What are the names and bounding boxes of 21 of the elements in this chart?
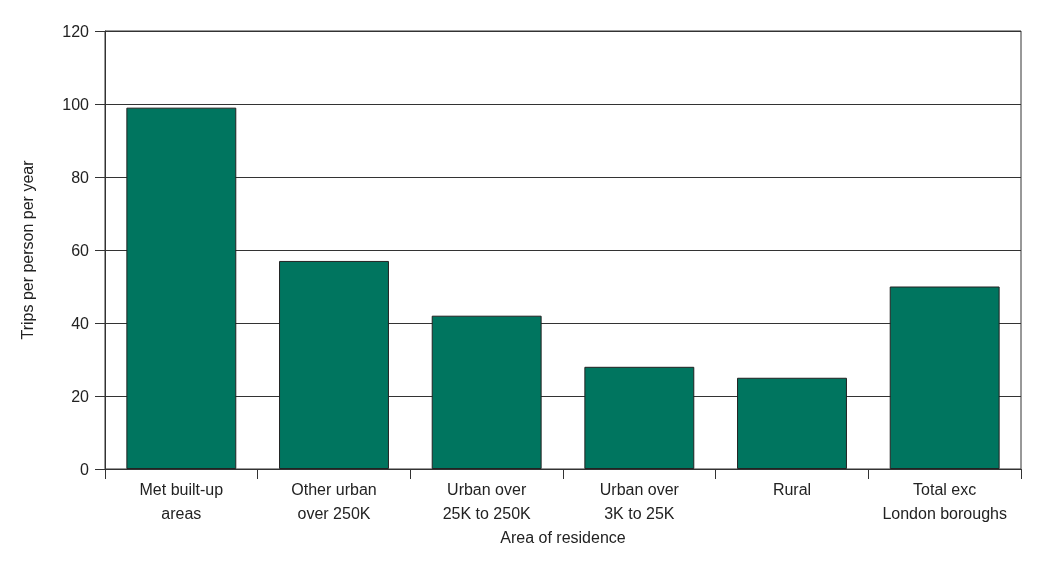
x-tick-label: Rural	[772, 480, 812, 498]
y-tick-label: 0	[80, 460, 90, 478]
y-tick-label: 80	[71, 168, 90, 186]
bar	[737, 377, 847, 469]
y-tick-label: 20	[71, 387, 90, 405]
x-tick-label: Urban over 3K to 25K	[599, 480, 680, 522]
x-tick-label: Met built-up areas	[139, 480, 224, 522]
y-tick-label: 60	[71, 241, 90, 259]
x-tick-label: Urban over 25K to 250K	[442, 480, 532, 522]
y-tick-label: 40	[71, 314, 90, 332]
bar	[279, 260, 389, 469]
bar	[431, 315, 542, 469]
x-tick-label: Other urban over 250K	[291, 480, 377, 522]
y-tick-label: 120	[62, 22, 90, 40]
x-tick-label: Total exc London boroughs	[882, 480, 1007, 522]
bar	[889, 286, 1000, 469]
y-tick-label: 100	[62, 95, 90, 113]
y-axis-title: Trips per person per year	[18, 159, 36, 340]
x-axis-title: Area of residence	[500, 529, 626, 547]
bar	[584, 366, 695, 469]
bar	[126, 107, 237, 469]
